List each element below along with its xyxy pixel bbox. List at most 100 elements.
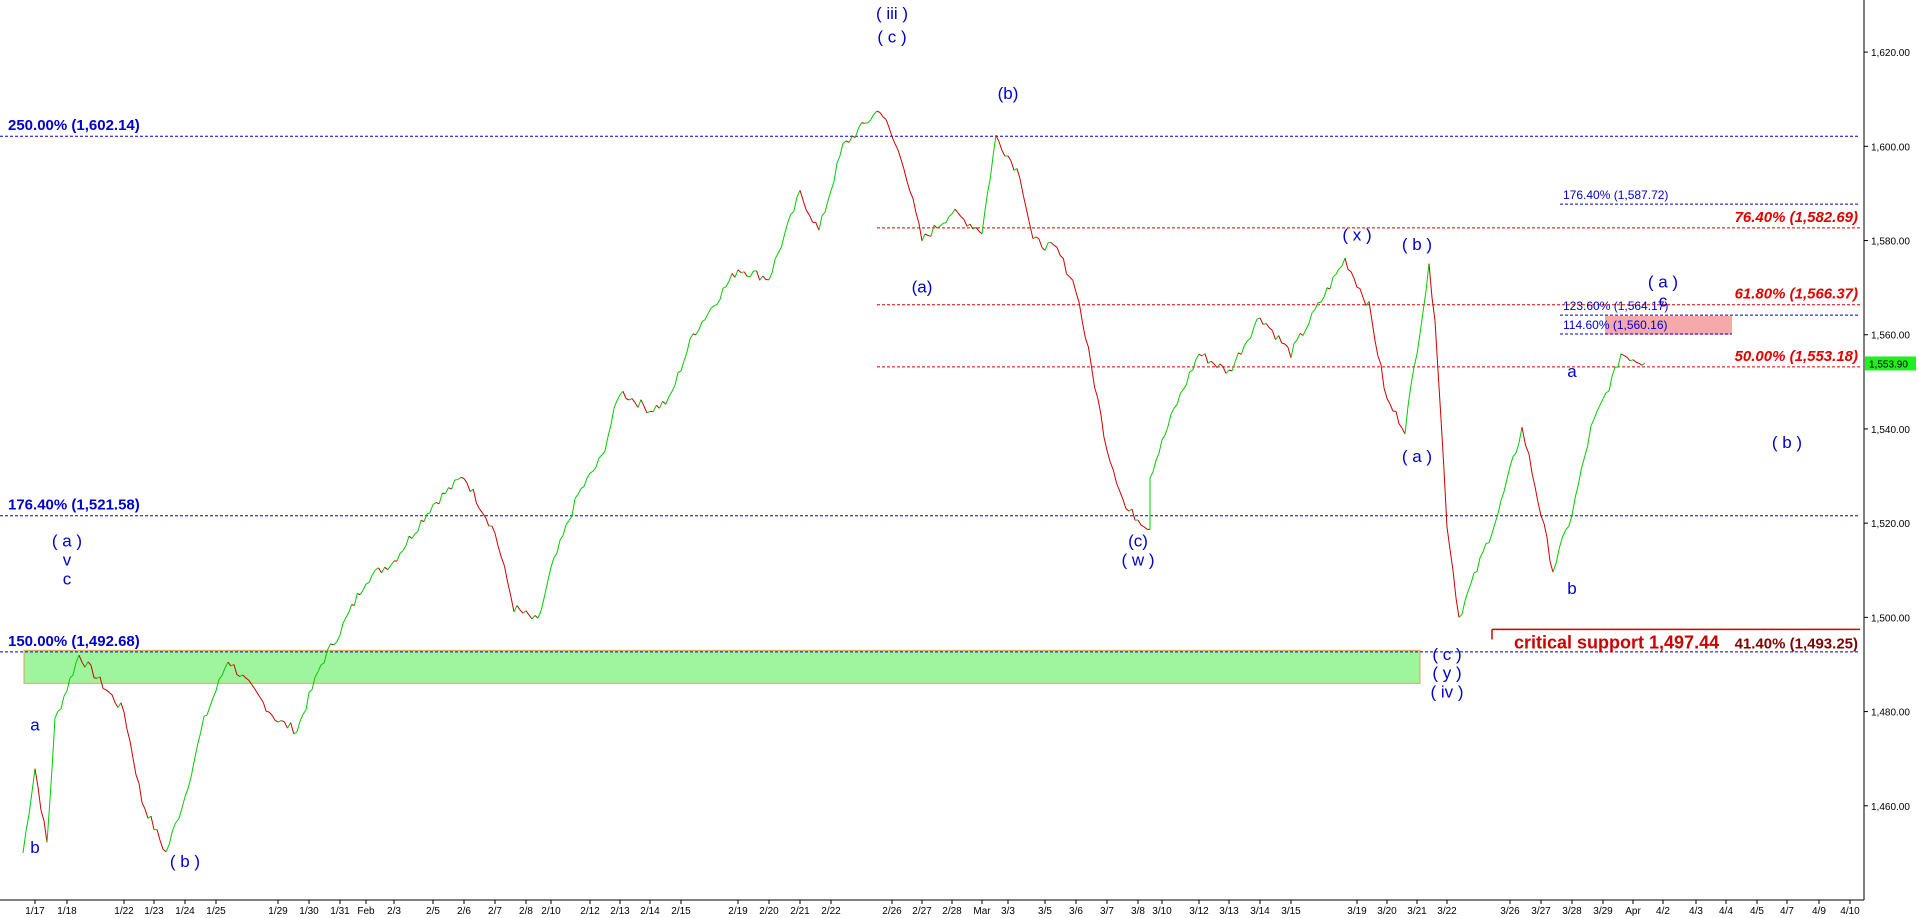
price-segment xyxy=(665,396,670,405)
price-segment xyxy=(1500,491,1505,501)
price-segment xyxy=(734,269,739,278)
x-tick-label: 1/18 xyxy=(57,906,77,917)
price-segment xyxy=(175,818,180,824)
price-segment xyxy=(254,688,258,694)
price-segment xyxy=(184,787,189,798)
price-segment xyxy=(135,774,140,784)
price-segment xyxy=(233,664,238,675)
x-tick-label: 1/25 xyxy=(206,906,226,917)
price-segment xyxy=(1296,333,1301,341)
price-segment xyxy=(438,493,443,504)
price-segment xyxy=(565,520,570,526)
price-segment xyxy=(187,775,192,789)
price-segment xyxy=(1207,360,1212,364)
price-segment xyxy=(1041,247,1046,251)
price-segment xyxy=(787,214,792,224)
price-segment xyxy=(311,676,316,690)
price-segment xyxy=(809,215,814,223)
price-segment xyxy=(762,275,767,280)
price-segment xyxy=(1176,393,1181,405)
x-tick-label: 1/23 xyxy=(144,906,164,917)
price-segment xyxy=(525,610,530,616)
price-segment xyxy=(1137,519,1142,526)
price-segment xyxy=(1094,387,1099,399)
price-segment xyxy=(63,690,68,697)
price-segment xyxy=(790,211,795,215)
price-segment xyxy=(1198,353,1203,357)
price-segment xyxy=(274,719,279,723)
price-segment xyxy=(1038,238,1043,248)
price-segment xyxy=(857,122,862,129)
wave-label: ( y ) xyxy=(1432,664,1461,683)
price-segment xyxy=(1155,453,1160,461)
price-segment xyxy=(212,690,217,699)
wave-label: ( c ) xyxy=(1432,645,1461,664)
price-segment xyxy=(906,181,911,192)
wave-label: ( a ) xyxy=(52,532,82,551)
price-segment xyxy=(1629,359,1634,362)
price-segment xyxy=(1590,419,1595,426)
price-segment xyxy=(1410,367,1415,386)
price-segment xyxy=(975,227,980,232)
price-segment xyxy=(1112,469,1117,484)
price-segment xyxy=(387,564,392,570)
price-segment xyxy=(466,483,471,492)
price-segment xyxy=(737,269,742,273)
x-tick-label: 1/22 xyxy=(114,906,134,917)
price-segment xyxy=(396,553,401,562)
price-segment xyxy=(903,169,908,182)
price-segment xyxy=(236,673,241,678)
price-segment xyxy=(1007,155,1012,162)
price-segment xyxy=(1087,346,1092,367)
price-segment xyxy=(577,488,582,495)
price-segment xyxy=(1195,354,1200,360)
price-segment xyxy=(1623,354,1628,358)
price-segment xyxy=(1562,529,1567,538)
price-segment xyxy=(1506,466,1511,480)
y-tick-label: 1,620.00 xyxy=(1871,48,1910,59)
wave-label: ( iv ) xyxy=(1430,682,1463,701)
price-segment xyxy=(1268,327,1273,331)
price-segment xyxy=(251,683,255,689)
price-segment xyxy=(1097,397,1102,414)
price-segment xyxy=(1066,273,1071,278)
price-segment xyxy=(978,230,983,235)
price-segment xyxy=(308,689,313,693)
price-segment xyxy=(405,535,410,546)
price-segment xyxy=(1344,257,1349,270)
price-segment xyxy=(616,394,621,401)
price-segment xyxy=(75,655,80,663)
annotation-labels: 250.00% (1,602.14) 176.40% (1,521.58) 150.… xyxy=(8,4,1858,871)
price-segment xyxy=(852,135,856,139)
price-segment xyxy=(1013,168,1018,171)
price-segment xyxy=(40,810,45,821)
fib-level-label: 76.40% (1,582.69) xyxy=(1735,209,1858,226)
price-segment xyxy=(710,305,715,309)
price-segment xyxy=(984,192,989,213)
price-segment xyxy=(784,223,789,235)
x-tick-label: 2/22 xyxy=(821,906,841,917)
price-segment xyxy=(426,512,431,515)
price-segment xyxy=(966,223,971,227)
price-segment xyxy=(156,829,161,841)
x-tick-label: 2/21 xyxy=(790,906,810,917)
price-segment xyxy=(51,718,56,765)
price-segment xyxy=(1109,461,1114,471)
price-segment xyxy=(66,677,71,691)
price-segment xyxy=(287,722,292,729)
price-segment xyxy=(1401,427,1406,435)
price-segment xyxy=(652,405,657,413)
price-segment xyxy=(283,721,288,729)
price-segment xyxy=(239,674,243,678)
price-segment xyxy=(1335,268,1340,275)
wave-label: c xyxy=(1659,291,1668,310)
price-segment xyxy=(1458,613,1463,618)
price-segment xyxy=(1558,536,1563,549)
price-segment xyxy=(1540,515,1545,524)
price-segment xyxy=(1416,333,1421,355)
price-segment xyxy=(262,702,267,712)
price-segment xyxy=(87,661,92,666)
price-segment xyxy=(1455,597,1460,618)
price-segment xyxy=(1234,352,1239,362)
